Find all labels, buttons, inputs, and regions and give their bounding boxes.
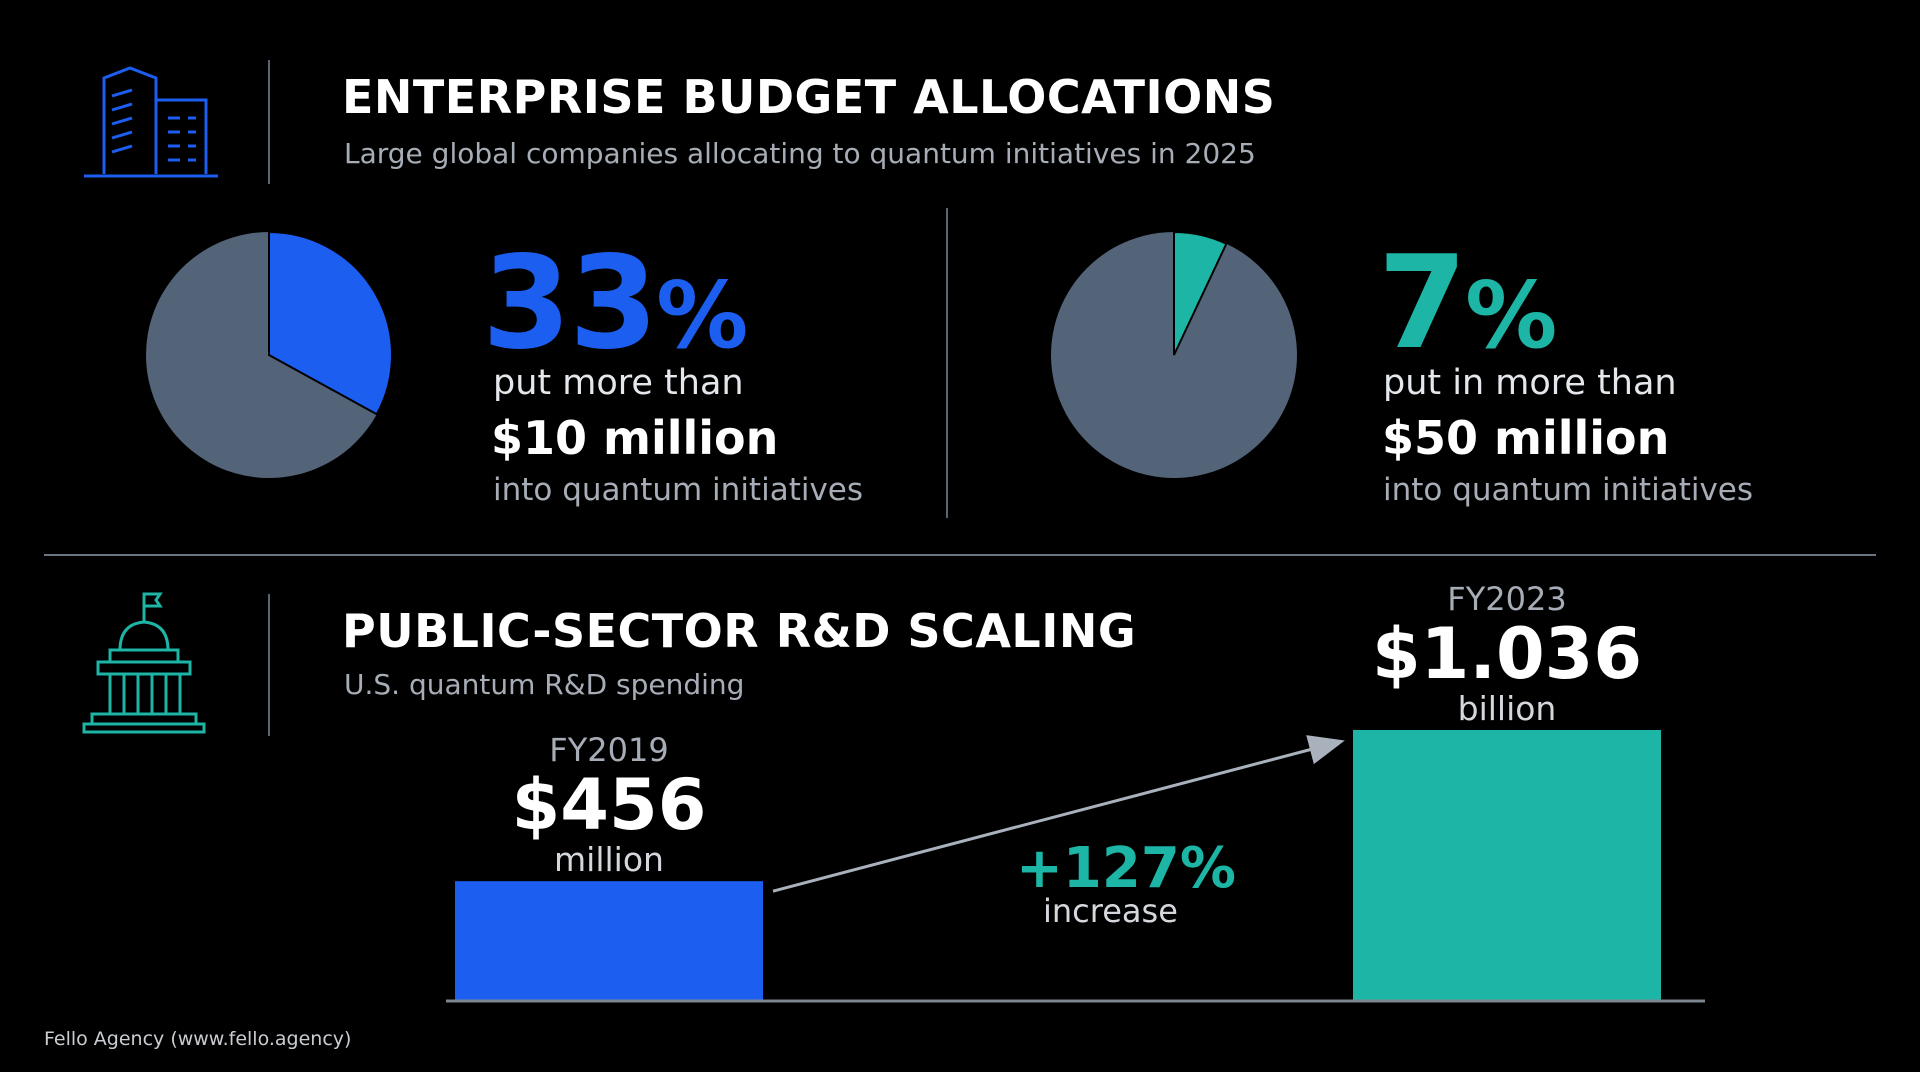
section-divider (44, 554, 1876, 556)
change-label: increase (1043, 892, 1178, 930)
stat-1-line3: into quantum initiatives (493, 472, 864, 508)
growth-arrow (772, 735, 1345, 893)
stat-1-line2: $10 million (491, 411, 779, 465)
bar-unit: billion (1457, 688, 1557, 728)
pie1-slice-highlight (268, 230, 393, 416)
change-percent: +127% (1016, 836, 1236, 901)
stat-2-line3: into quantum initiatives (1383, 472, 1754, 508)
bar-year: FY2023 (1447, 580, 1567, 618)
public-sector-title: PUBLIC-SECTOR R&D SCALING (342, 604, 1137, 658)
bar-label-fy2019: FY2019 $456 million (459, 731, 759, 876)
stat-2-percent: 7% (1378, 229, 1558, 378)
capitol-building-icon (82, 592, 206, 734)
header-divider (268, 60, 270, 184)
pie1-slice-rest (146, 232, 377, 478)
bar-fy2019 (455, 881, 763, 1000)
public-header-divider (268, 594, 270, 736)
footer-credit: Fello Agency (www.fello.agency) (44, 1028, 352, 1050)
stat-1-percent: 33% (482, 229, 749, 378)
bar-value: $1.036 (1371, 613, 1643, 695)
stat-2-line2: $50 million (1382, 411, 1670, 465)
bar-unit: million (554, 839, 664, 879)
enterprise-subtitle: Large global companies allocating to qua… (344, 137, 1256, 170)
bar-fy2023 (1353, 730, 1661, 1000)
pie2-slice-highlight (1173, 230, 1228, 356)
stats-divider (946, 208, 948, 518)
bar-year: FY2019 (549, 731, 669, 770)
stat-1-line1: put more than (493, 363, 744, 403)
stat-2-line1: put in more than (1383, 363, 1677, 403)
pie-chart-33 (146, 230, 393, 478)
enterprise-title: ENTERPRISE BUDGET ALLOCATIONS (342, 70, 1276, 124)
bar-label-fy2023: FY2023 $1.036 billion (1357, 580, 1657, 725)
bar-value: $456 (511, 764, 707, 847)
public-sector-subtitle: U.S. quantum R&D spending (344, 668, 745, 701)
pie-chart-7 (1050, 230, 1297, 478)
office-buildings-icon (84, 66, 218, 178)
